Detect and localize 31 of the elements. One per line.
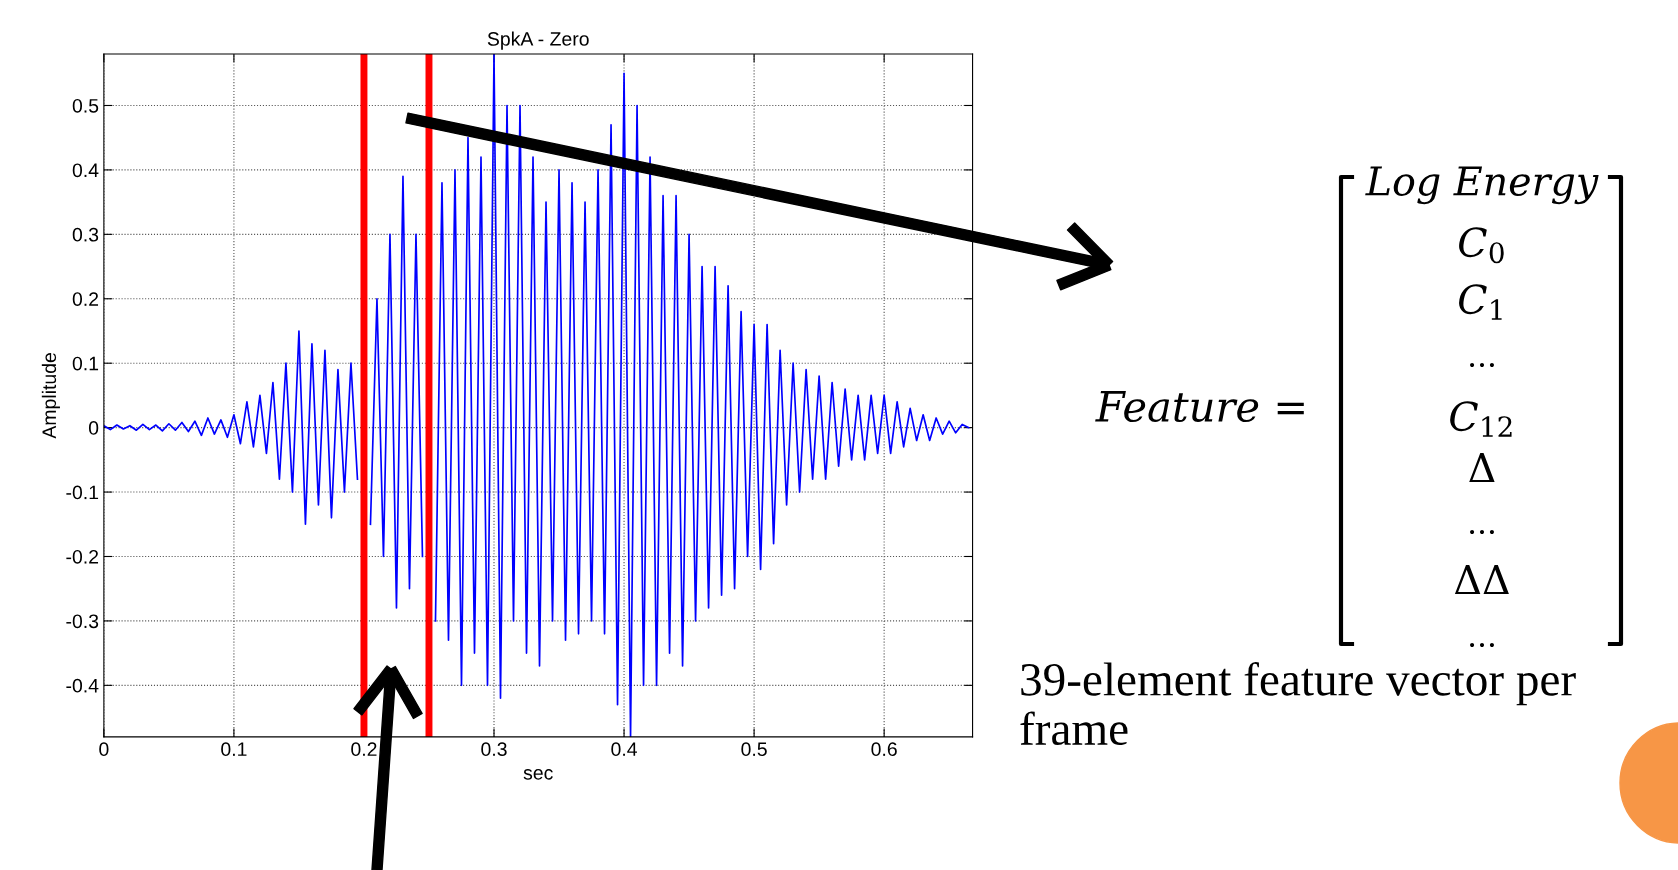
y-tick-label: -0.4 <box>66 678 99 693</box>
y-tick-label: 0.4 <box>72 163 99 178</box>
text: ... <box>1470 529 1494 535</box>
y-tick-label: 0 <box>88 421 99 435</box>
text: Feature = <box>1095 391 1304 423</box>
y-tick-label: 0.5 <box>72 98 99 113</box>
y-tick-label: -0.1 <box>66 485 99 500</box>
y-tick-label: -0.3 <box>66 614 99 629</box>
text: Δ <box>1469 453 1495 482</box>
text: C$_{12}$ <box>1450 401 1512 437</box>
text: Log Energy <box>1365 166 1599 205</box>
y-tick-label: 0.1 <box>72 356 99 371</box>
chart-title: SpkA - Zero <box>487 31 589 50</box>
x-tick-label: 0.1 <box>221 742 247 757</box>
x-axis-title: sec <box>523 769 553 780</box>
text: ... <box>1470 642 1494 648</box>
text: C$_{0}$ <box>1459 227 1504 264</box>
x-tick-label: 0 <box>99 742 109 757</box>
y-tick-label: 0.3 <box>72 227 99 242</box>
y-tick-label: 0.2 <box>72 292 99 307</box>
x-tick-label: 0.6 <box>871 742 897 757</box>
y-axis-title: Amplitude <box>41 353 60 439</box>
text: 39-element feature vector per frame <box>1020 662 1576 746</box>
x-tick-label: 0.5 <box>741 742 767 757</box>
x-tick-label: 0.4 <box>611 742 637 757</box>
x-tick-label: 0.3 <box>481 742 507 757</box>
text: ... <box>1470 362 1494 368</box>
y-tick-label: -0.2 <box>66 549 99 564</box>
text: ΔΔ <box>1454 565 1509 594</box>
text: C$_{1}$ <box>1459 284 1502 320</box>
x-tick-label: 0.2 <box>351 742 377 757</box>
